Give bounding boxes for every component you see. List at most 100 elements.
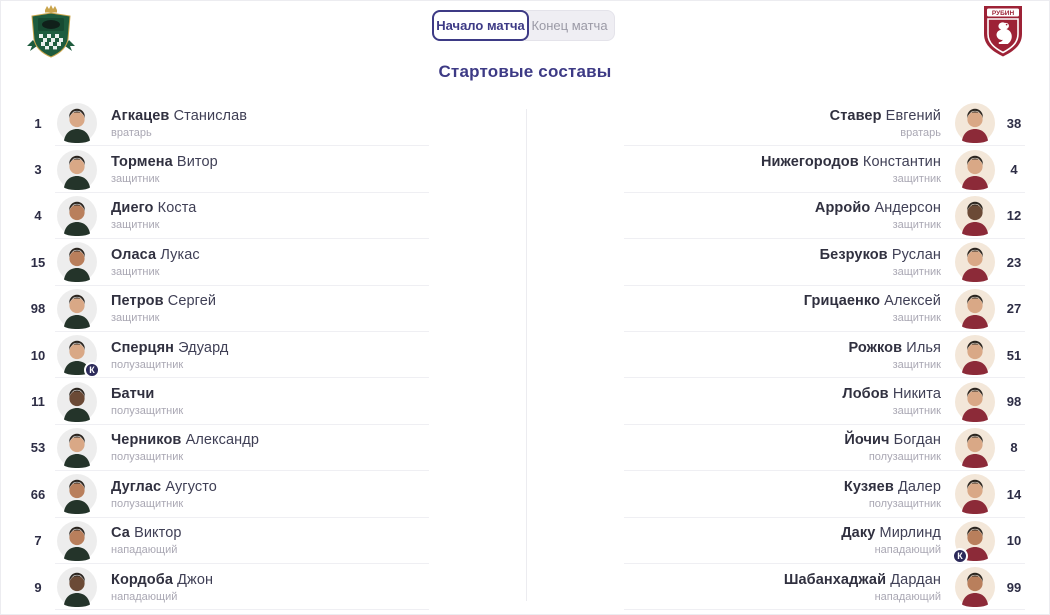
player-position: защитник (111, 173, 160, 186)
player-number: 53 (30, 440, 46, 456)
player-row[interactable]: 98 К Петров Сергей защитник (19, 286, 429, 333)
player-row[interactable]: 51 К Рожков Илья защитник (624, 332, 1033, 379)
player-avatar: К (955, 288, 995, 329)
player-avatar: К (57, 335, 100, 379)
player-position: защитник (892, 358, 941, 371)
player-info: Агкацев Станислав вратарь (111, 108, 429, 139)
player-row[interactable]: 9 К Кордоба Джон нападающий (19, 564, 429, 611)
player-info: Арройо Андерсон защитник (624, 200, 941, 231)
player-row[interactable]: 3 К Тормена Витор защитник (19, 146, 429, 194)
player-row[interactable]: 10 К Даку Мирлинд нападающий (624, 518, 1033, 565)
player-number: 10 (30, 347, 46, 363)
player-info: Батчи полузащитник (111, 386, 429, 417)
player-number: 9 (34, 579, 42, 595)
player-avatar: К (57, 242, 97, 283)
player-position: полузащитник (111, 451, 184, 464)
player-position: защитник (111, 219, 160, 232)
player-info: Грицаенко Алексей защитник (624, 293, 941, 324)
player-number: 1 (34, 115, 42, 131)
player-position: вратарь (900, 126, 941, 139)
player-position: защитник (892, 405, 941, 418)
player-name: Петров Сергей (111, 293, 217, 310)
player-row[interactable]: 53 К Черников Александр полузащитник (19, 425, 429, 472)
player-info: Са Виктор нападающий (111, 525, 429, 556)
player-name: Диего Коста (111, 200, 197, 217)
player-name: Агкацев Станислав (111, 107, 248, 124)
player-row[interactable]: 27 К Грицаенко Алексей защитник (624, 286, 1033, 333)
tab-match-start[interactable]: Начало матча (432, 10, 529, 41)
player-row[interactable]: 15 К Оласа Лукас защитник (19, 239, 429, 286)
player-info: Рожков Илья защитник (624, 340, 941, 371)
player-name: Кордоба Джон (111, 571, 214, 588)
player-row[interactable]: 4 К Нижегородов Константин защитник (624, 146, 1033, 194)
player-row[interactable]: 10 К Сперцян Эдуард полузащитник (19, 332, 429, 379)
player-info: Даку Мирлинд нападающий (624, 525, 941, 556)
tab-match-end[interactable]: Конец матча (525, 10, 615, 41)
player-number: 23 (1006, 254, 1022, 270)
player-row[interactable]: 23 К Безруков Руслан защитник (624, 239, 1033, 286)
player-row[interactable]: 99 К Шабанхаджай Дардан нападающий (624, 564, 1033, 611)
player-number: 8 (1010, 440, 1018, 456)
player-info: Ставер Евгений вратарь (624, 108, 941, 139)
player-row[interactable]: 12 К Арройо Андерсон защитник (624, 193, 1033, 240)
player-position: защитник (892, 312, 941, 325)
player-info: Тормена Витор защитник (111, 154, 429, 185)
player-position: нападающий (111, 590, 178, 603)
player-row[interactable]: 1 К Агкацев Станислав вратарь (19, 100, 429, 147)
player-info: Диего Коста защитник (111, 200, 429, 231)
player-number: 4 (1010, 162, 1018, 178)
away-team-crest-icon: РУБИН (979, 4, 1027, 63)
player-name: Безруков Руслан (819, 246, 941, 263)
player-info: Сперцян Эдуард полузащитник (111, 340, 429, 371)
player-number: 66 (30, 486, 46, 502)
player-row[interactable]: 98 К Лобов Никита защитник (624, 378, 1033, 426)
player-row[interactable]: 4 К Диего Коста защитник (19, 193, 429, 240)
player-info: Шабанхаджай Дардан нападающий (624, 572, 941, 603)
away-roster: 38 К Ставер Евгений вратарь 4 (624, 100, 1033, 611)
player-info: Дуглас Аугусто полузащитник (111, 479, 429, 510)
player-name: Сперцян Эдуард (111, 339, 229, 356)
player-number: 14 (1006, 486, 1022, 502)
player-row[interactable]: 8 К Йочич Богдан полузащитник (624, 425, 1033, 472)
player-name: Тормена Витор (111, 154, 218, 171)
player-info: Черников Александр полузащитник (111, 432, 429, 463)
player-name: Кузяев Далер (843, 478, 941, 495)
player-row[interactable]: 14 К Кузяев Далер полузащитник (624, 471, 1033, 518)
player-avatar: К (955, 195, 995, 236)
player-number: 38 (1006, 115, 1022, 131)
player-number: 99 (1006, 579, 1022, 595)
player-avatar: К (955, 381, 995, 422)
player-position: защитник (892, 173, 941, 186)
player-row[interactable]: 7 К Са Виктор нападающий (19, 518, 429, 565)
player-position: нападающий (874, 544, 941, 557)
player-position: полузащитник (868, 451, 941, 464)
player-number: 15 (30, 254, 46, 270)
player-number: 11 (31, 394, 45, 410)
player-name: Са Виктор (111, 525, 182, 542)
player-row[interactable]: 38 К Ставер Евгений вратарь (624, 100, 1033, 147)
player-info: Нижегородов Константин защитник (624, 154, 941, 185)
player-name: Батчи (111, 386, 155, 403)
home-team-crest-icon (25, 4, 77, 63)
player-number: 98 (1006, 394, 1022, 410)
captain-badge: К (952, 547, 968, 564)
player-info: Йочич Богдан полузащитник (624, 432, 941, 463)
player-avatar: К (952, 520, 995, 564)
center-divider (526, 109, 527, 601)
player-avatar: К (57, 103, 97, 144)
player-number: 4 (34, 208, 42, 224)
player-number: 10 (1006, 533, 1022, 549)
player-row[interactable]: 11 К Батчи полузащитник (19, 378, 429, 426)
player-avatar: К (57, 474, 97, 515)
player-name: Лобов Никита (842, 386, 941, 403)
player-avatar: К (955, 149, 995, 190)
player-info: Безруков Руслан защитник (624, 247, 941, 278)
player-number: 3 (34, 162, 42, 178)
player-row[interactable]: 66 К Дуглас Аугусто полузащитник (19, 471, 429, 518)
player-name: Нижегородов Константин (760, 154, 941, 171)
captain-badge: К (84, 362, 100, 379)
player-number: 7 (34, 533, 42, 549)
player-info: Петров Сергей защитник (111, 293, 429, 324)
player-position: полузащитник (111, 405, 184, 418)
player-name: Оласа Лукас (111, 246, 200, 263)
